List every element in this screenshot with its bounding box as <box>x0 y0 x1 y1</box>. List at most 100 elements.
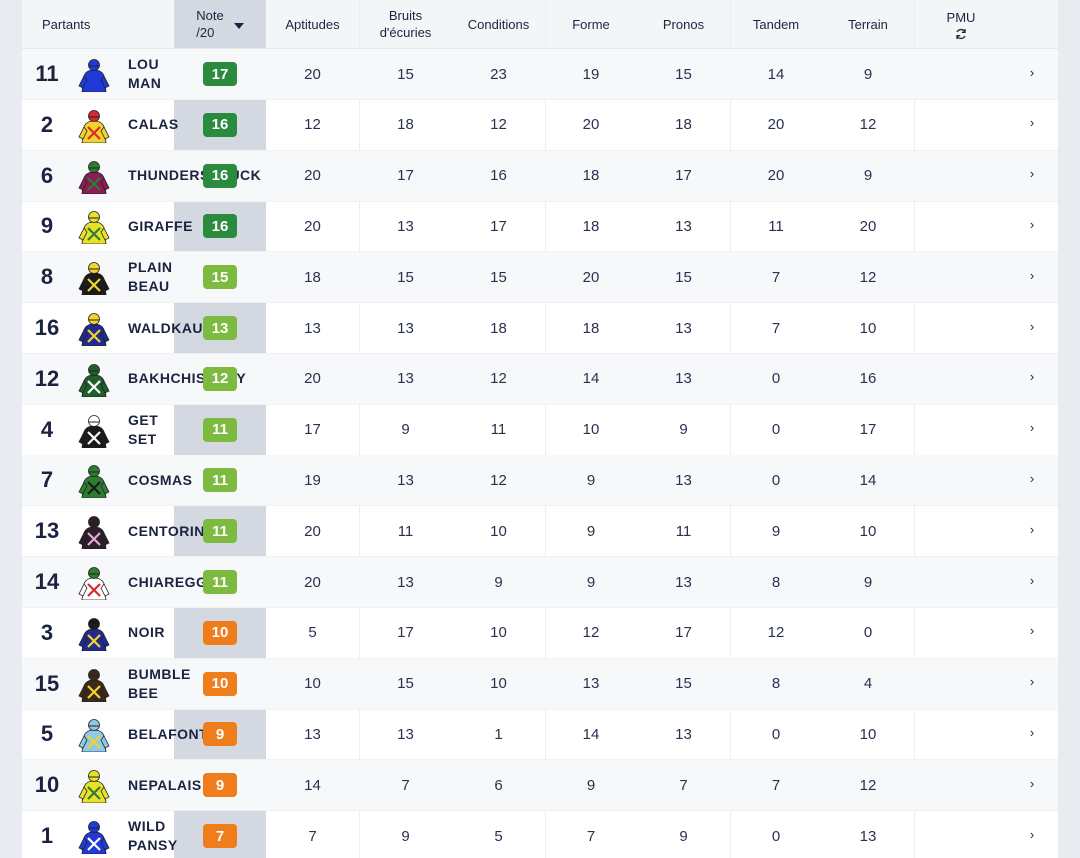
tandem-score: 0 <box>771 370 781 388</box>
chevron-right-icon[interactable]: › <box>1029 64 1035 80</box>
terrain-score: 10 <box>859 319 877 337</box>
forme-score: 12 <box>582 624 600 642</box>
horse-name[interactable]: WILD PANSY <box>128 818 178 853</box>
horse-name[interactable]: WALDKAUZ <box>128 319 213 336</box>
table-row[interactable]: 13 CENTORINA 11 20 11 10 9 11 9 10 › <box>22 506 1058 558</box>
table-row[interactable]: 7 COSMAS 11 19 13 12 9 13 0 14 › <box>22 455 1058 507</box>
chevron-right-icon[interactable]: › <box>1029 724 1035 740</box>
jockey-silk-icon <box>76 716 112 753</box>
jockey-silk-icon <box>76 767 112 804</box>
table-row[interactable]: 10 NEPALAIS 9 14 7 6 9 7 7 12 › <box>22 760 1058 812</box>
horse-name[interactable]: GIRAFFE <box>128 217 193 234</box>
table-row[interactable]: 14 CHIAREGGIO 11 20 13 9 9 13 8 9 › <box>22 557 1058 608</box>
runner-number: 10 <box>34 772 60 798</box>
header-pronos[interactable]: Pronos <box>637 0 730 48</box>
terrain-score: 0 <box>863 624 873 642</box>
chevron-right-icon[interactable]: › <box>1029 166 1035 182</box>
conditions-score: 12 <box>490 471 507 489</box>
horse-name[interactable]: BELAFONTE <box>128 725 219 742</box>
terrain-score: 12 <box>859 268 877 286</box>
header-conditions[interactable]: Conditions <box>452 0 545 48</box>
bruits-score: 9 <box>401 421 410 439</box>
header-bruits-line2: d'écuries <box>379 25 432 40</box>
chevron-right-icon[interactable]: › <box>1029 623 1035 639</box>
chevron-right-icon[interactable]: › <box>1029 216 1035 232</box>
horse-name[interactable]: LOU MAN <box>128 56 162 91</box>
chevron-right-icon[interactable]: › <box>1029 674 1035 690</box>
jockey-silk-icon <box>76 259 112 296</box>
horse-name[interactable]: THUNDERSTRUCK <box>128 167 262 184</box>
horse-name[interactable]: NOIR <box>128 624 165 641</box>
horse-name[interactable]: CENTORINA <box>128 522 216 539</box>
conditions-score: 9 <box>494 573 503 591</box>
aptitudes-score: 10 <box>304 675 321 693</box>
header-partants[interactable]: Partants <box>42 0 142 48</box>
header-forme[interactable]: Forme <box>545 0 637 48</box>
table-row[interactable]: 11 LOU MAN 17 20 15 23 19 15 14 9 › <box>22 49 1058 100</box>
chevron-right-icon[interactable]: › <box>1029 318 1035 334</box>
aptitudes-score: 20 <box>304 167 321 185</box>
jockey-silk-icon <box>76 412 112 448</box>
refresh-icon[interactable] <box>955 28 967 40</box>
horse-name[interactable]: GET SET <box>128 411 159 447</box>
header-tandem[interactable]: Tandem <box>730 0 822 48</box>
chevron-right-icon[interactable]: › <box>1029 470 1035 486</box>
header-bruits[interactable]: Bruits d'écuries <box>359 0 452 48</box>
horse-name[interactable]: NEPALAIS <box>128 776 202 793</box>
table-row[interactable]: 2 CALAS 16 12 18 12 20 18 20 12 › <box>22 100 1058 151</box>
chevron-right-icon[interactable]: › <box>1029 267 1035 283</box>
table-row[interactable]: 4 GET SET 11 17 9 11 10 9 0 17 › <box>22 405 1058 456</box>
horse-name[interactable]: CHIAREGGIO <box>128 573 224 590</box>
forme-score: 9 <box>586 573 596 591</box>
conditions-score: 18 <box>490 319 507 337</box>
header-conditions-label: Conditions <box>467 16 530 32</box>
header-note-sort[interactable]: Note /20 <box>174 0 266 48</box>
terrain-score: 9 <box>863 573 873 591</box>
header-terrain[interactable]: Terrain <box>822 0 914 48</box>
horse-name[interactable]: BAKHCHISARAY <box>128 370 247 387</box>
table-row[interactable]: 16 WALDKAUZ 13 13 13 18 18 13 7 10 › <box>22 303 1058 354</box>
header-pmu-label: PMU <box>946 9 976 25</box>
table-row[interactable]: 3 NOIR 10 5 17 10 12 17 12 0 › <box>22 608 1058 659</box>
header-forme-label: Forme <box>572 16 610 32</box>
aptitudes-score: 14 <box>304 776 321 794</box>
horse-name[interactable]: BUMBLE BEE <box>128 665 191 701</box>
pronos-score: 13 <box>675 370 692 388</box>
note-badge: 11 <box>203 519 237 544</box>
chevron-right-icon[interactable]: › <box>1029 826 1035 842</box>
conditions-score: 11 <box>490 421 507 439</box>
table-row[interactable]: 15 BUMBLE BEE 10 10 15 10 13 15 8 4 › <box>22 658 1058 710</box>
table-row[interactable]: 9 GIRAFFE 16 20 13 17 18 13 11 20 › <box>22 201 1058 253</box>
pronos-score: 13 <box>675 573 692 591</box>
header-partants-label: Partants <box>42 16 91 32</box>
tandem-score: 0 <box>771 421 781 439</box>
horse-name[interactable]: PLAIN BEAU <box>128 259 173 295</box>
header-pmu[interactable]: PMU <box>914 0 1008 48</box>
conditions-score: 16 <box>490 167 507 185</box>
horse-name[interactable]: COSMAS <box>128 471 193 488</box>
tandem-score: 7 <box>771 268 781 286</box>
chevron-right-icon[interactable]: › <box>1029 369 1035 385</box>
aptitudes-score: 7 <box>308 827 317 845</box>
tandem-score: 0 <box>771 725 781 743</box>
conditions-score: 15 <box>490 268 507 286</box>
horse-name[interactable]: CALAS <box>128 116 179 133</box>
chevron-right-icon[interactable]: › <box>1029 572 1035 588</box>
header-aptitudes[interactable]: Aptitudes <box>266 0 359 48</box>
terrain-score: 20 <box>859 217 877 235</box>
table-row[interactable]: 6 THUNDERSTRUCK 16 20 17 16 18 17 20 9 › <box>22 150 1058 202</box>
table-row[interactable]: 1 WILD PANSY 7 7 9 5 7 9 0 13 › <box>22 811 1058 858</box>
chevron-right-icon[interactable]: › <box>1029 420 1035 436</box>
jockey-silk-icon <box>76 361 112 398</box>
table-row[interactable]: 5 BELAFONTE 9 13 13 1 14 13 0 10 › <box>22 709 1058 761</box>
chevron-right-icon[interactable]: › <box>1029 521 1035 537</box>
table-header: Partants Note /20 Aptitudes Bruits d'écu… <box>22 0 1058 49</box>
chevron-right-icon[interactable]: › <box>1029 775 1035 791</box>
pronos-score: 13 <box>675 217 692 235</box>
forme-score: 10 <box>582 421 600 439</box>
tandem-score: 0 <box>771 471 781 489</box>
table-row[interactable]: 8 PLAIN BEAU 15 18 15 15 20 15 7 12 › <box>22 252 1058 304</box>
table-row[interactable]: 12 BAKHCHISARAY 12 20 13 12 14 13 0 16 › <box>22 353 1058 405</box>
forme-score: 9 <box>586 522 596 540</box>
chevron-right-icon[interactable]: › <box>1029 115 1035 131</box>
